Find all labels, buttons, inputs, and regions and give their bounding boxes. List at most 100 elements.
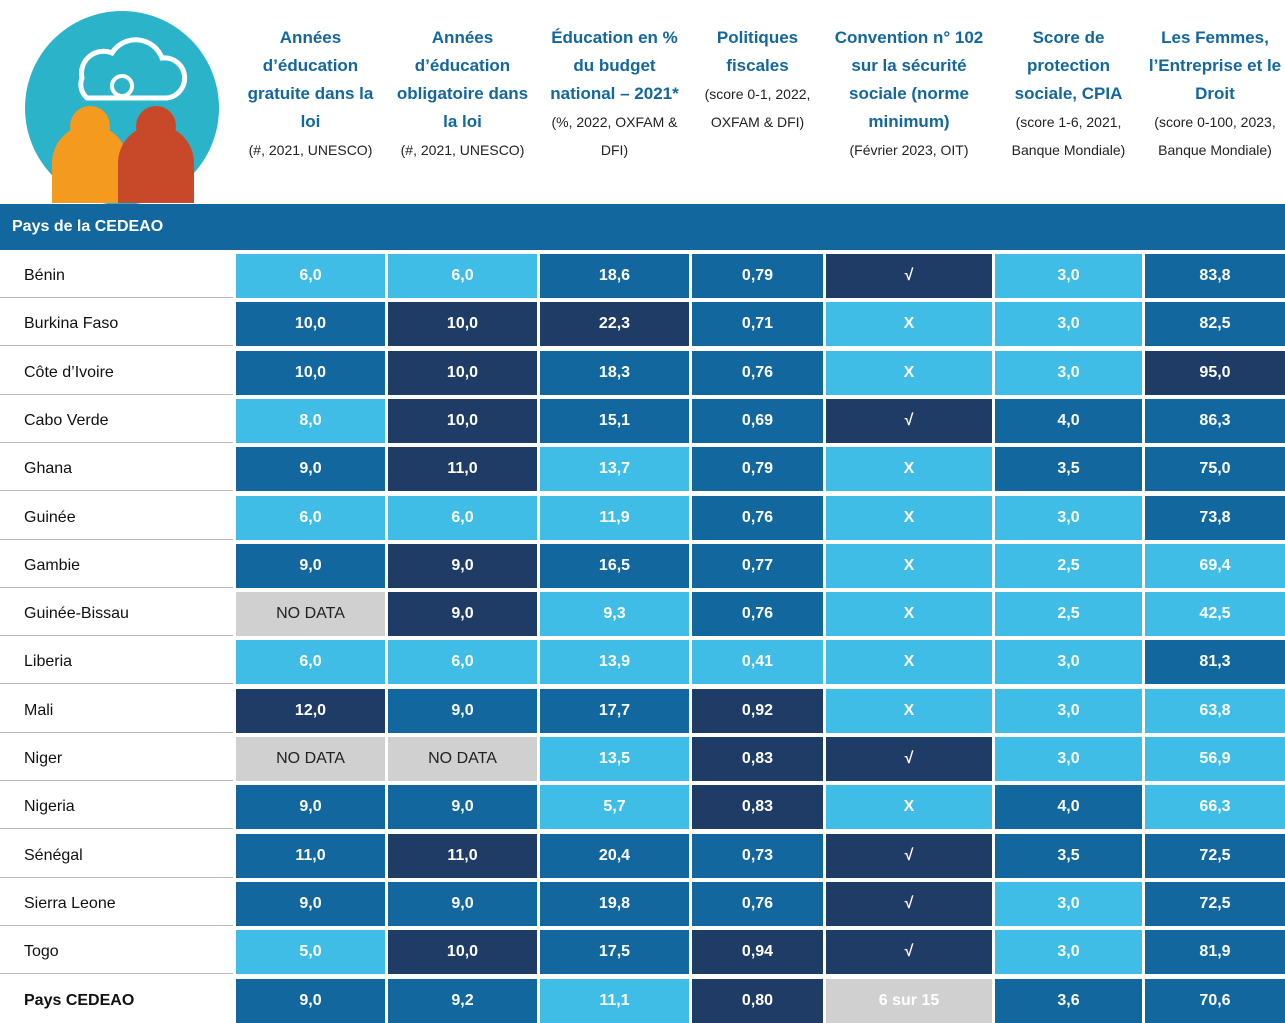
- country: Gambie: [0, 544, 233, 588]
- table-cell: 9,2: [388, 978, 537, 1023]
- table-cell: 75,0: [1145, 447, 1285, 492]
- table-cell: 3,6: [995, 978, 1142, 1023]
- table-cell: 11,9: [540, 495, 689, 540]
- table-cell: 3,0: [995, 302, 1142, 347]
- column-title: Score de protection sociale, CPIA: [1014, 28, 1123, 103]
- table-cell: 2,5: [995, 592, 1142, 637]
- table-cell: X: [826, 543, 992, 588]
- table-cell: 69,4: [1145, 543, 1285, 588]
- table-cell: √: [826, 833, 992, 878]
- table-cell: 0,76: [692, 495, 823, 540]
- table-cell: 4,0: [995, 785, 1142, 830]
- table-cell: 6,0: [236, 640, 385, 685]
- column-title: Politiques fiscales: [716, 28, 799, 75]
- table-cell: 73,8: [1145, 495, 1285, 540]
- table-cell: 9,0: [388, 688, 537, 733]
- table-cell: 0,77: [692, 543, 823, 588]
- table-cell: 10,0: [388, 930, 537, 975]
- table-cell: 20,4: [540, 833, 689, 878]
- country: Burkina Faso: [0, 302, 233, 347]
- table-cell: √: [826, 930, 992, 975]
- country: Nigeria: [0, 785, 233, 830]
- table-cell: 9,0: [388, 785, 537, 830]
- table-cell: 0,94: [692, 930, 823, 975]
- column-note: (score 1-6, 2021, Banque Mondiale): [1011, 114, 1126, 158]
- country: Liberia: [0, 640, 233, 685]
- table-cell: 9,3: [540, 592, 689, 637]
- table-cell: 0,80: [692, 978, 823, 1023]
- table-cell: 72,5: [1145, 833, 1285, 878]
- country: Mali: [0, 689, 233, 733]
- table-cell: 13,9: [540, 640, 689, 685]
- table-cell: 0,83: [692, 737, 823, 781]
- column-note: (Février 2023, OIT): [849, 142, 969, 158]
- table-cell: 0,79: [692, 447, 823, 492]
- country: Sénégal: [0, 834, 233, 878]
- table-cell: 6,0: [388, 254, 537, 298]
- table-cell: X: [826, 447, 992, 492]
- column-header: Convention n° 102 sur la sécurité social…: [826, 24, 992, 164]
- column-note: (%, 2022, OXFAM & DFI): [551, 114, 678, 158]
- column-header: Les Femmes, l’Entreprise et le Droit (sco…: [1145, 24, 1285, 164]
- country: Bénin: [0, 254, 233, 298]
- table-cell: 0,73: [692, 833, 823, 878]
- table-cell: 18,6: [540, 254, 689, 298]
- table-cell: 9,0: [236, 785, 385, 830]
- table-cell: 3,0: [995, 350, 1142, 395]
- table-cell: X: [826, 688, 992, 733]
- table-cell: 3,0: [995, 737, 1142, 781]
- table-cell: √: [826, 254, 992, 298]
- table-cell: 13,7: [540, 447, 689, 492]
- country: Guinée: [0, 496, 233, 540]
- table-cell: 9,0: [236, 978, 385, 1023]
- table-cell: 15,1: [540, 398, 689, 443]
- table-cell: X: [826, 785, 992, 830]
- table-cell: 0,76: [692, 350, 823, 395]
- table-cell: 83,8: [1145, 254, 1285, 298]
- table-cell: 13,5: [540, 737, 689, 781]
- column-title: Années d’éducation obligatoire dans la l…: [396, 28, 529, 131]
- table-cell: 17,7: [540, 688, 689, 733]
- table-cell: 2,5: [995, 543, 1142, 588]
- column-header: Années d’éducation obligatoire dans la l…: [388, 24, 537, 164]
- section-header: Pays de la CEDEAO: [0, 204, 1285, 250]
- column-note: (score 0-100, 2023, Banque Mondiale): [1154, 114, 1276, 158]
- table-cell: 0,79: [692, 254, 823, 298]
- column-title: Convention n° 102 sur la sécurité social…: [834, 28, 984, 131]
- table-cell: 81,9: [1145, 930, 1285, 975]
- table-cell: NO DATA: [236, 737, 385, 781]
- table-cell: 0,41: [692, 640, 823, 685]
- table-cell: 4,0: [995, 398, 1142, 443]
- column-note: (#, 2021, UNESCO): [248, 142, 373, 158]
- table-cell: 10,0: [236, 350, 385, 395]
- table-cell: 3,0: [995, 640, 1142, 685]
- table-cell: 70,6: [1145, 978, 1285, 1023]
- table-cell: 11,0: [388, 447, 537, 492]
- table-cell: 82,5: [1145, 302, 1285, 347]
- table-cell: 10,0: [388, 398, 537, 443]
- table-cell: 0,83: [692, 785, 823, 830]
- table-cell: 66,3: [1145, 785, 1285, 830]
- table-cell: 42,5: [1145, 592, 1285, 637]
- table-cell: 11,0: [236, 833, 385, 878]
- table-cell: 0,92: [692, 688, 823, 733]
- country: Cabo Verde: [0, 399, 233, 443]
- country: Ghana: [0, 447, 233, 492]
- column-title: Éducation en % du budget national – 2021…: [550, 28, 679, 103]
- table-cell: X: [826, 592, 992, 637]
- table-cell: 10,0: [388, 350, 537, 395]
- table-cell: 10,0: [388, 302, 537, 347]
- column-header: Politiques fiscales (score 0-1, 2022, OXF…: [692, 24, 823, 136]
- table-cell: NO DATA: [388, 737, 537, 781]
- table-cell: 22,3: [540, 302, 689, 347]
- table-cell: 9,0: [236, 881, 385, 926]
- column-note: (#, 2021, UNESCO): [400, 142, 525, 158]
- column-title: Les Femmes, l’Entreprise et le Droit: [1148, 28, 1282, 103]
- table-cell: 9,0: [236, 543, 385, 588]
- table-cell: 5,7: [540, 785, 689, 830]
- table-cell: 9,0: [388, 592, 537, 637]
- table-cell: 3,0: [995, 930, 1142, 975]
- table-cell: 9,0: [388, 543, 537, 588]
- country: Sierra Leone: [0, 882, 233, 926]
